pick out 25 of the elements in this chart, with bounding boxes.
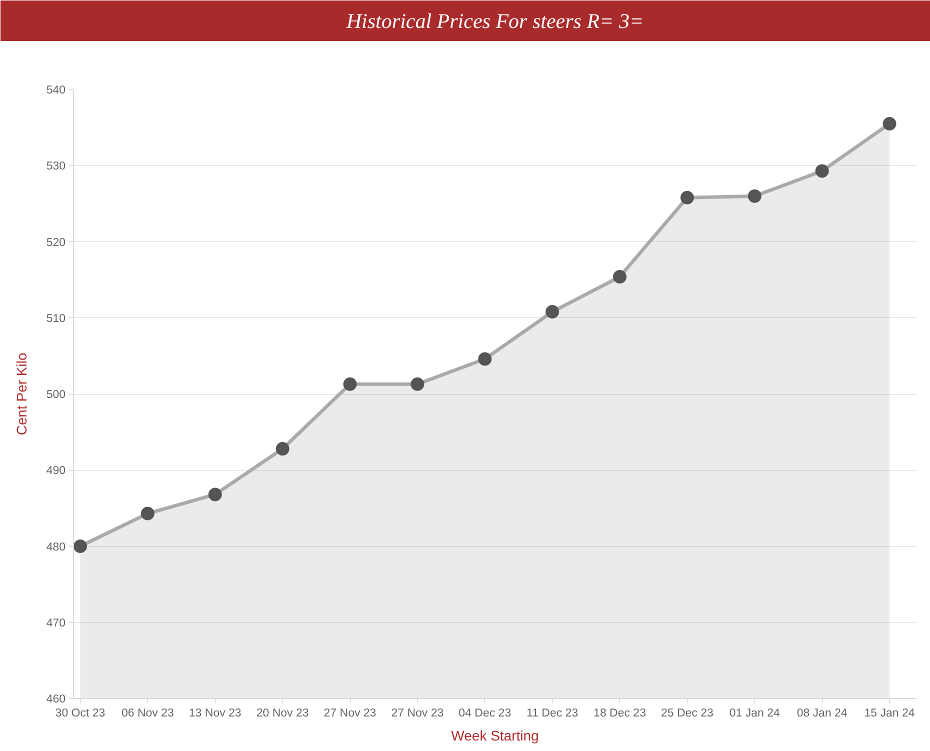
x-tick-label: 04 Dec 23 <box>458 708 512 720</box>
x-tick-label: 11 Dec 23 <box>526 708 578 720</box>
y-tick-label: 540 <box>46 84 66 96</box>
x-tick-label: 30 Oct 23 <box>55 708 106 720</box>
y-tick-label: 520 <box>46 236 66 249</box>
y-tick-label: 530 <box>46 160 66 173</box>
x-tick-label: 15 Jan 24 <box>864 708 916 720</box>
y-tick-label: 500 <box>46 389 66 401</box>
x-tick-label: 18 Dec 23 <box>594 708 646 720</box>
x-tick-label: 27 Nov 23 <box>391 708 444 720</box>
y-axis-title: Cent Per Kilo <box>13 352 30 436</box>
y-tick-label: 510 <box>46 312 66 325</box>
x-axis-title: Week Starting <box>451 728 539 744</box>
x-tick-label: 20 Nov 23 <box>256 708 309 720</box>
x-tick-label: 08 Jan 24 <box>796 708 848 720</box>
x-tick-label: 13 Nov 23 <box>188 708 242 720</box>
y-tick-label: 470 <box>46 617 66 630</box>
x-tick-label: 25 Dec 23 <box>660 708 714 720</box>
y-tick-label: 480 <box>46 541 66 554</box>
chart-title: Historical Prices For steers R= 3= <box>345 9 644 33</box>
x-tick-label: 27 Nov 23 <box>324 708 376 720</box>
x-tick-label: 01 Jan 24 <box>729 708 781 720</box>
y-tick-label: 490 <box>46 465 66 478</box>
x-tick-label: 06 Nov 23 <box>121 708 174 720</box>
y-tick-label: 460 <box>46 694 66 706</box>
